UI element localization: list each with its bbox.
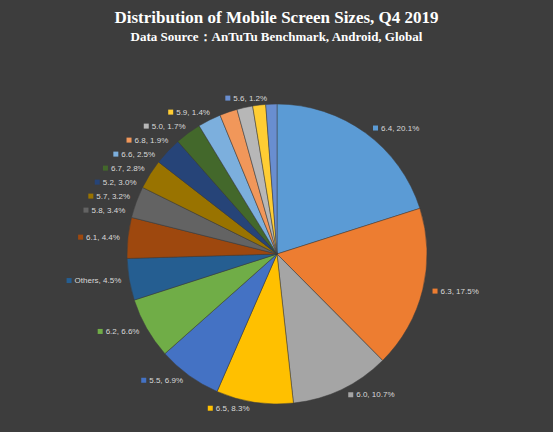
svg-text:5.2, 3.0%: 5.2, 3.0%	[103, 178, 137, 187]
svg-text:6.4, 20.1%: 6.4, 20.1%	[381, 124, 419, 133]
svg-text:5.5, 6.9%: 5.5, 6.9%	[149, 376, 183, 385]
svg-text:5.9, 1.4%: 5.9, 1.4%	[176, 108, 210, 117]
svg-text:5.6, 1.2%: 5.6, 1.2%	[233, 94, 267, 103]
svg-text:Distribution of Mobile Screen: Distribution of Mobile Screen Sizes, Q4 …	[114, 8, 438, 27]
svg-text:6.3, 17.5%: 6.3, 17.5%	[441, 287, 479, 296]
svg-text:6.8, 1.9%: 6.8, 1.9%	[135, 136, 169, 145]
svg-text:5.8, 3.4%: 5.8, 3.4%	[91, 206, 125, 215]
svg-text:6.0, 10.7%: 6.0, 10.7%	[356, 390, 394, 399]
svg-text:Data Source：AnTuTu Benchmark,: Data Source：AnTuTu Benchmark, Android, G…	[131, 29, 423, 44]
svg-text:6.7, 2.8%: 6.7, 2.8%	[111, 164, 145, 173]
svg-text:5.7, 3.2%: 5.7, 3.2%	[96, 192, 130, 201]
svg-text:5.0, 1.7%: 5.0, 1.7%	[152, 122, 186, 131]
svg-text:6.1, 4.4%: 6.1, 4.4%	[86, 233, 120, 242]
svg-text:6.6, 2.5%: 6.6, 2.5%	[121, 150, 155, 159]
svg-text:6.2, 6.6%: 6.2, 6.6%	[106, 327, 140, 336]
svg-text:Others, 4.5%: Others, 4.5%	[75, 276, 122, 285]
svg-text:6.5, 8.3%: 6.5, 8.3%	[216, 404, 250, 413]
